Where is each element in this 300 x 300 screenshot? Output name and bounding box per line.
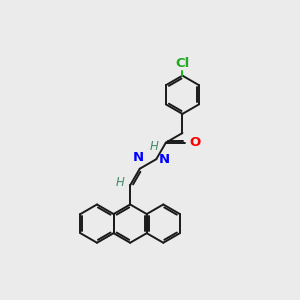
- Text: H: H: [116, 176, 125, 190]
- Text: H: H: [149, 140, 158, 153]
- Text: O: O: [189, 136, 201, 149]
- Text: N: N: [132, 151, 143, 164]
- Text: N: N: [159, 153, 170, 166]
- Text: Cl: Cl: [175, 57, 190, 70]
